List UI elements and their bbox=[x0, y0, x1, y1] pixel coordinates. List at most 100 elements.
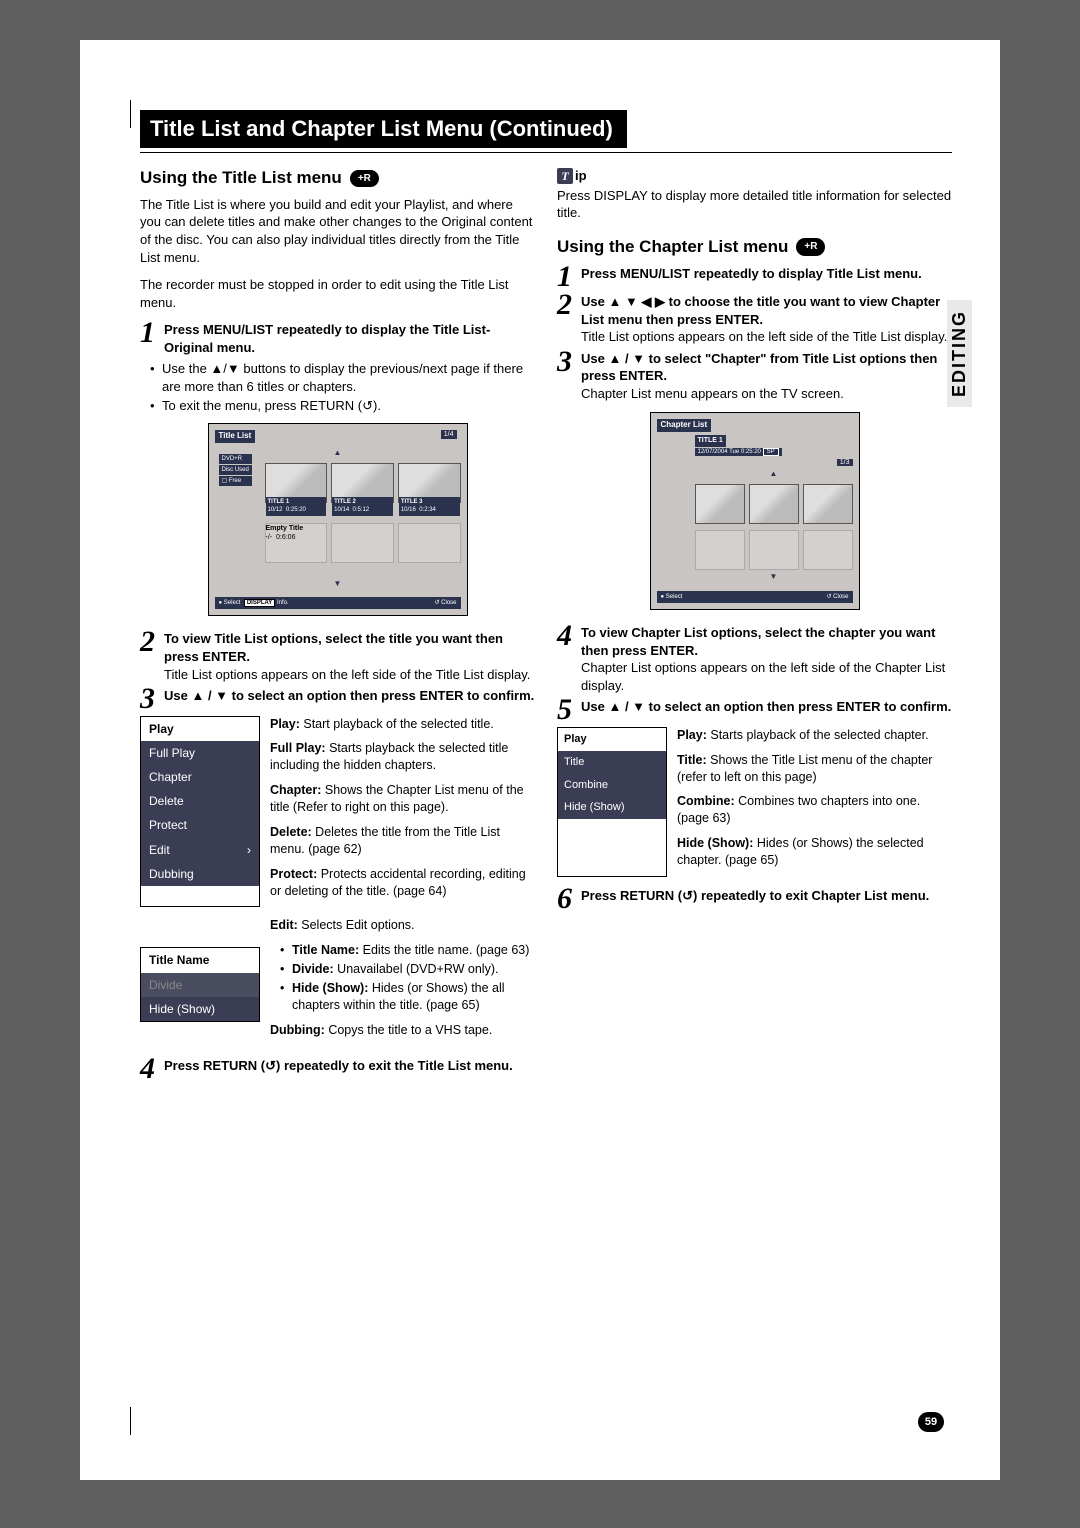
right-option-block: Play Title Combine Hide (Show) Play: Sta… bbox=[557, 727, 952, 877]
chapter-list-osd: Chapter List TITLE 1 12/07/2004 Tue 0:25… bbox=[650, 412, 860, 610]
plus-r-badge: +R bbox=[350, 170, 379, 188]
r-step-num-4: 4 bbox=[557, 623, 577, 649]
step-number-2: 2 bbox=[140, 629, 160, 655]
play-menu-table: Play Full Play Chapter Delete Protect Ed… bbox=[140, 716, 260, 908]
menu2-header: Title Name bbox=[141, 948, 259, 972]
left-column: Using the Title List menu +R The Title L… bbox=[140, 167, 535, 1085]
page-title: Title List and Chapter List Menu (Contin… bbox=[140, 110, 627, 148]
r-step1: Press MENU/LIST repeatedly to display Ti… bbox=[581, 266, 922, 281]
right-step-4: 4 To view Chapter List options, select t… bbox=[557, 624, 952, 694]
osd-foot-select: Select bbox=[224, 600, 241, 606]
right-step-6: 6 Press RETURN (↺) repeatedly to exit Ch… bbox=[557, 887, 952, 912]
r-step4-bold: To view Chapter List options, select the… bbox=[581, 625, 935, 658]
thumb-1: TITLE 110/12 0:25:20 bbox=[265, 463, 328, 503]
osd-foot-info: Info. bbox=[277, 600, 289, 606]
menu1-row-4: Protect bbox=[141, 813, 259, 837]
menu1-row-3: Delete bbox=[141, 789, 259, 813]
osd2-up-arrow: ▲ bbox=[695, 469, 853, 480]
left-step-3: 3 Use ▲ / ▼ to select an option then pre… bbox=[140, 687, 535, 712]
manual-page: Title List and Chapter List Menu (Contin… bbox=[80, 40, 1000, 1480]
osd-side-3: ▢ Free bbox=[219, 476, 252, 486]
r-step-num-2: 2 bbox=[557, 292, 577, 318]
crop-mark-top bbox=[130, 100, 131, 128]
r-step4-body: Chapter List options appears on the left… bbox=[581, 660, 945, 693]
left-step-1: 1 Press MENU/LIST repeatedly to display … bbox=[140, 321, 535, 356]
osd2-thumb-4 bbox=[695, 530, 745, 570]
osd-dn-arrow: ▼ bbox=[215, 579, 461, 590]
osd2-hdr: TITLE 1 12/07/2004 Tue 0:25:20 SP bbox=[695, 435, 853, 456]
thumb-blank-1 bbox=[331, 523, 394, 563]
left-step-4: 4 Press RETURN (↺) repeatedly to exit th… bbox=[140, 1057, 535, 1082]
rmenu-header: Play bbox=[558, 728, 666, 751]
osd2-hdr-title: TITLE 1 bbox=[695, 435, 726, 446]
page-number-badge: 59 bbox=[918, 1412, 944, 1432]
thumb-empty: Empty Title-/- 0:6:06 bbox=[265, 523, 328, 563]
step1-bold: Press MENU/LIST repeatedly to display th… bbox=[164, 322, 490, 355]
right-column: Tip Press DISPLAY to display more detail… bbox=[557, 167, 952, 1085]
osd2-dn-arrow: ▼ bbox=[695, 572, 853, 583]
tip-suffix: ip bbox=[575, 167, 587, 185]
osd-page-frac: 1/4 bbox=[441, 430, 457, 439]
right-step-2: 2 Use ▲ ▼ ◀ ▶ to choose the title you wa… bbox=[557, 293, 952, 346]
menu1-row-5: Edit› bbox=[141, 838, 259, 862]
left-heading: Using the Title List menu +R bbox=[140, 167, 535, 190]
osd2-thumbs-row1 bbox=[695, 484, 853, 524]
edit-menu-wrap: Title Name Divide Hide (Show) bbox=[140, 917, 260, 1046]
osd-foot-close: Close bbox=[441, 600, 456, 606]
step2-body: Title List options appears on the left s… bbox=[164, 667, 530, 682]
title-underline bbox=[140, 152, 952, 153]
osd-thumbs-row2: Empty Title-/- 0:6:06 bbox=[265, 523, 461, 563]
osd2-foot: ● Select ↺ Close bbox=[657, 591, 853, 603]
chapter-menu-table: Play Title Combine Hide (Show) bbox=[557, 727, 667, 877]
left-heading-text: Using the Title List menu bbox=[140, 167, 342, 190]
rmenu-row-2: Combine bbox=[558, 774, 666, 797]
descriptions-2: Edit: Selects Edit options. Title Name: … bbox=[270, 917, 535, 1046]
r-step2-body: Title List options appears on the left s… bbox=[581, 329, 947, 344]
osd2-thumb-1 bbox=[695, 484, 745, 524]
tip-heading: Tip bbox=[557, 167, 952, 185]
thumb-2: TITLE 210/14 0:5:12 bbox=[331, 463, 394, 503]
right-step-1: 1 Press MENU/LIST repeatedly to display … bbox=[557, 265, 952, 290]
osd2-thumb-5 bbox=[749, 530, 799, 570]
plus-r-badge-right: +R bbox=[796, 238, 825, 256]
menu1-row-1: Full Play bbox=[141, 741, 259, 765]
osd2-frac: 1/3 bbox=[837, 459, 853, 466]
side-tab-editing: EDITING bbox=[947, 300, 972, 407]
r-step6-bold: Press RETURN (↺) repeatedly to exit Chap… bbox=[581, 888, 929, 903]
thumb-blank-2 bbox=[398, 523, 461, 563]
osd2-thumb-3 bbox=[803, 484, 853, 524]
r-step-num-3: 3 bbox=[557, 349, 577, 375]
thumb-3: TITLE 310/16 0:2:34 bbox=[398, 463, 461, 503]
osd-side-1: DVD+R bbox=[219, 454, 252, 464]
step2-bold: To view Title List options, select the t… bbox=[164, 631, 503, 664]
r-step-num-5: 5 bbox=[557, 697, 577, 723]
r-step-num-1: 1 bbox=[557, 264, 577, 290]
left-step-2: 2 To view Title List options, select the… bbox=[140, 630, 535, 683]
osd-foot-display: DISPLAY bbox=[244, 599, 275, 607]
r-step3-bold: Use ▲ / ▼ to select "Chapter" from Title… bbox=[581, 351, 937, 384]
r-step-num-6: 6 bbox=[557, 886, 577, 912]
menu1-row-2: Chapter bbox=[141, 765, 259, 789]
edit-menu-table: Title Name Divide Hide (Show) bbox=[140, 947, 260, 1022]
menu1-row-6: Dubbing bbox=[141, 862, 259, 886]
osd2-thumbs-row2 bbox=[695, 530, 853, 570]
tip-icon: T bbox=[557, 168, 573, 184]
step-number-1: 1 bbox=[140, 320, 160, 346]
step1-bullet-1: Use the ▲/▼ buttons to display the previ… bbox=[150, 360, 535, 395]
osd2-title: Chapter List bbox=[657, 419, 712, 432]
chevron-right-icon: › bbox=[247, 842, 251, 858]
step1-bullet-2: To exit the menu, press RETURN (↺). bbox=[150, 397, 535, 415]
title-list-osd: 1/4 Title List DVD+R Disc Used ▢ Free ▲ … bbox=[208, 423, 468, 616]
osd-title: Title List bbox=[215, 430, 256, 443]
step-number-4: 4 bbox=[140, 1056, 160, 1082]
osd-footer: ● Select DISPLAY Info. ↺ Close bbox=[215, 597, 461, 609]
option-table-block-2: Title Name Divide Hide (Show) Edit: Sele… bbox=[140, 917, 535, 1046]
osd2-thumb-6 bbox=[803, 530, 853, 570]
intro-paragraph-2: The recorder must be stopped in order to… bbox=[140, 276, 535, 311]
tip-body: Press DISPLAY to display more detailed t… bbox=[557, 187, 952, 222]
right-heading-text: Using the Chapter List menu bbox=[557, 236, 788, 259]
menu1-header: Play bbox=[141, 717, 259, 741]
title-bar: Title List and Chapter List Menu (Contin… bbox=[140, 110, 952, 150]
rmenu-row-3: Hide (Show) bbox=[558, 796, 666, 819]
right-step-5: 5 Use ▲ / ▼ to select an option then pre… bbox=[557, 698, 952, 723]
